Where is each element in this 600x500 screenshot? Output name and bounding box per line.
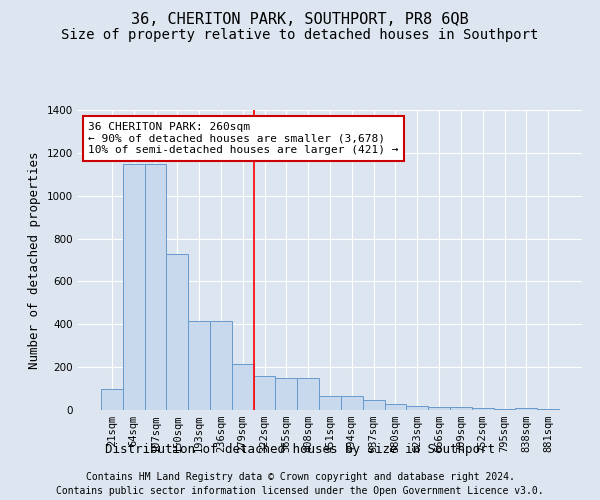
- Text: Size of property relative to detached houses in Southport: Size of property relative to detached ho…: [61, 28, 539, 42]
- Bar: [123, 164, 145, 410]
- Bar: [101, 388, 123, 410]
- Bar: [494, 409, 515, 410]
- Bar: [232, 364, 254, 410]
- Bar: [515, 408, 537, 410]
- Text: Contains HM Land Registry data © Crown copyright and database right 2024.: Contains HM Land Registry data © Crown c…: [86, 472, 514, 482]
- Bar: [297, 378, 319, 410]
- Bar: [537, 409, 559, 410]
- Bar: [406, 406, 428, 410]
- Bar: [363, 400, 385, 410]
- Text: 36, CHERITON PARK, SOUTHPORT, PR8 6QB: 36, CHERITON PARK, SOUTHPORT, PR8 6QB: [131, 12, 469, 28]
- Bar: [450, 407, 472, 410]
- Bar: [319, 396, 341, 410]
- Bar: [254, 376, 275, 410]
- Text: 36 CHERITON PARK: 260sqm
← 90% of detached houses are smaller (3,678)
10% of sem: 36 CHERITON PARK: 260sqm ← 90% of detach…: [88, 122, 398, 155]
- Bar: [210, 321, 232, 410]
- Bar: [341, 396, 363, 410]
- Bar: [385, 404, 406, 410]
- Bar: [428, 407, 450, 410]
- Y-axis label: Number of detached properties: Number of detached properties: [28, 151, 41, 369]
- Bar: [275, 378, 297, 410]
- Bar: [145, 164, 166, 410]
- Text: Contains public sector information licensed under the Open Government Licence v3: Contains public sector information licen…: [56, 486, 544, 496]
- Bar: [188, 321, 210, 410]
- Bar: [472, 408, 494, 410]
- Bar: [166, 254, 188, 410]
- Text: Distribution of detached houses by size in Southport: Distribution of detached houses by size …: [105, 442, 495, 456]
